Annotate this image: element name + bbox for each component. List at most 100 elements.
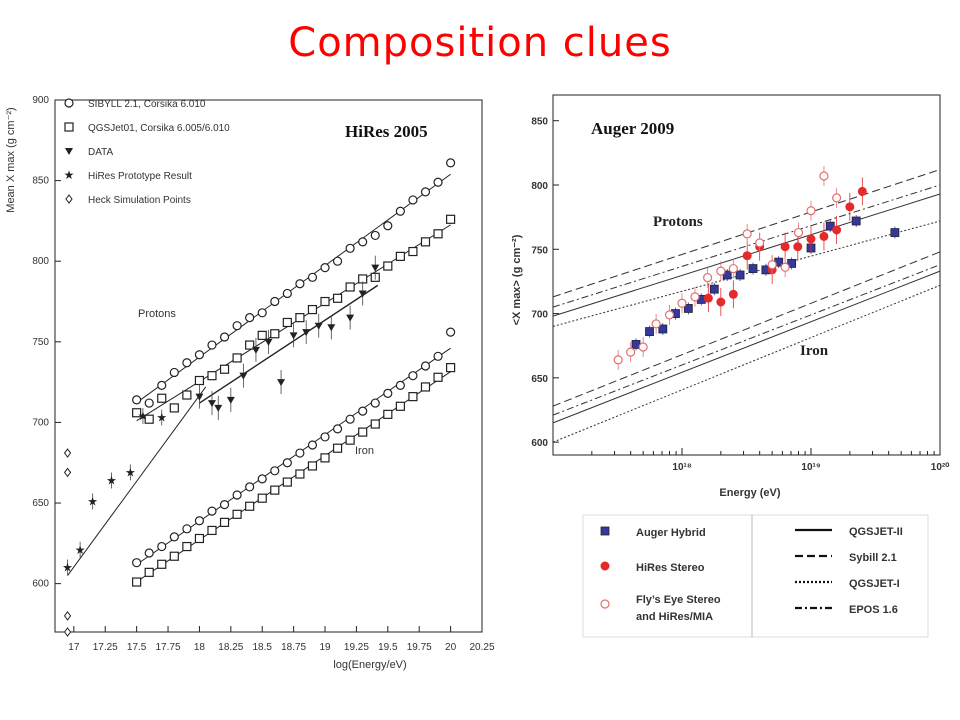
right-iron-label: Iron xyxy=(800,343,829,359)
left-data-point xyxy=(320,453,330,463)
right-y-tick-label: 850 xyxy=(531,117,548,128)
left-data-point xyxy=(182,541,192,552)
left-data-point xyxy=(239,372,248,380)
right-y-tick-label: 600 xyxy=(531,438,548,449)
left-data-point xyxy=(332,256,343,266)
left-data-point: ★ xyxy=(125,465,136,479)
left-data-point xyxy=(302,329,311,337)
left-data-point xyxy=(257,330,267,340)
left-data-point xyxy=(207,340,217,350)
left-y-axis-label: Mean X max (g cm⁻²) xyxy=(5,107,17,212)
left-data-point xyxy=(433,229,443,239)
left-data-point xyxy=(270,329,280,339)
right-legend-label: EPOS 1.6 xyxy=(849,604,898,616)
right-data-point xyxy=(780,262,790,272)
left-data-point xyxy=(358,406,368,416)
left-data-point xyxy=(420,382,431,392)
right-data-point xyxy=(819,171,829,181)
right-iron-model-line xyxy=(552,284,941,443)
right-data-point xyxy=(787,259,797,268)
right-proton-model-line xyxy=(552,184,941,308)
left-x-tick-label: 18 xyxy=(194,642,206,653)
left-prototype-fit-line xyxy=(67,386,207,576)
left-data-point xyxy=(370,419,380,429)
left-x-tick-label: 17.5 xyxy=(127,642,147,653)
left-data-point xyxy=(232,509,242,519)
right-data-point xyxy=(857,186,867,196)
right-x-tick-label: 10¹⁹ xyxy=(801,462,820,473)
left-data-point xyxy=(408,246,418,257)
left-data-point xyxy=(282,317,292,328)
left-data-point xyxy=(307,272,318,282)
left-data-point xyxy=(358,237,368,247)
left-data-point xyxy=(245,340,255,350)
right-legend-label: and HiRes/MIA xyxy=(636,611,713,623)
left-legend-label: HiRes Prototype Result xyxy=(88,171,192,182)
right-iron-model-line xyxy=(552,270,941,424)
left-data-point xyxy=(270,296,280,307)
right-y-axis-label: <X max> (g cm⁻²) xyxy=(511,234,523,325)
left-data-point: ★ xyxy=(106,473,117,487)
right-y-tick-label: 700 xyxy=(531,310,548,321)
left-data-point xyxy=(251,346,260,354)
left-data-point xyxy=(264,338,273,346)
left-legend-label: QGSJet01, Corsika 6.005/6.010 xyxy=(88,123,230,134)
left-data-point xyxy=(314,322,323,330)
right-data-point xyxy=(742,229,752,239)
left-legend-label: DATA xyxy=(88,147,114,158)
left-x-tick-label: 20.25 xyxy=(469,642,494,653)
left-data-point xyxy=(307,304,318,315)
left-y-tick-label: 750 xyxy=(32,337,49,348)
left-data-point xyxy=(282,477,292,487)
right-data-point xyxy=(638,342,648,352)
right-data-point xyxy=(728,263,738,274)
left-data-point xyxy=(63,448,72,458)
left-data-point xyxy=(219,332,230,342)
left-data-point xyxy=(232,490,242,500)
slide-title: Composition clues xyxy=(288,20,672,66)
left-data-point xyxy=(132,408,142,418)
left-x-tick-label: 18.25 xyxy=(218,642,243,653)
right-data-point xyxy=(793,227,804,238)
right-y-tick-label: 800 xyxy=(531,181,548,192)
left-legend-label: SIBYLL 2.1, Corsika 6.010 xyxy=(88,99,206,110)
left-x-tick-label: 19.25 xyxy=(344,642,369,653)
left-data-point xyxy=(194,533,205,544)
right-plot-frame xyxy=(552,94,941,456)
left-data-point xyxy=(395,251,405,261)
right-data-point xyxy=(742,251,752,261)
left-x-tick-label: 17 xyxy=(68,642,80,653)
left-plot-frame xyxy=(54,99,483,633)
right-legend-label: QGSJET-I xyxy=(849,578,900,590)
right-data-point xyxy=(645,327,654,336)
left-data-point xyxy=(433,177,443,187)
left-data-point xyxy=(408,371,418,381)
left-legend-marker: ★ xyxy=(64,168,75,182)
right-iron-model-line xyxy=(552,264,941,416)
left-data-point xyxy=(226,396,235,404)
left-data-point xyxy=(371,264,380,272)
right-data-point xyxy=(683,304,693,313)
left-data-point xyxy=(270,485,280,495)
right-data-point xyxy=(716,297,726,307)
right-legend-label: Auger Hybrid xyxy=(636,527,706,539)
right-data-point xyxy=(664,310,675,320)
left-y-tick-label: 600 xyxy=(32,579,49,590)
left-data-point xyxy=(257,308,267,318)
left-data-point xyxy=(157,380,167,390)
left-data-point xyxy=(194,516,205,526)
left-y-tick-label: 850 xyxy=(32,176,49,187)
left-data-point xyxy=(219,500,230,510)
left-data-point xyxy=(257,474,267,484)
left-legend-marker xyxy=(65,148,73,155)
left-x-axis-label: log(Energy/eV) xyxy=(333,659,406,671)
left-data-point xyxy=(320,263,330,273)
right-proton-model-line xyxy=(552,169,941,298)
right-data-point xyxy=(832,225,842,235)
right-data-point xyxy=(819,231,829,241)
left-data-point xyxy=(219,364,230,374)
left-legend-marker xyxy=(65,194,73,204)
left-data-point xyxy=(289,332,298,340)
right-data-point xyxy=(845,202,855,212)
left-data-point xyxy=(132,577,142,587)
